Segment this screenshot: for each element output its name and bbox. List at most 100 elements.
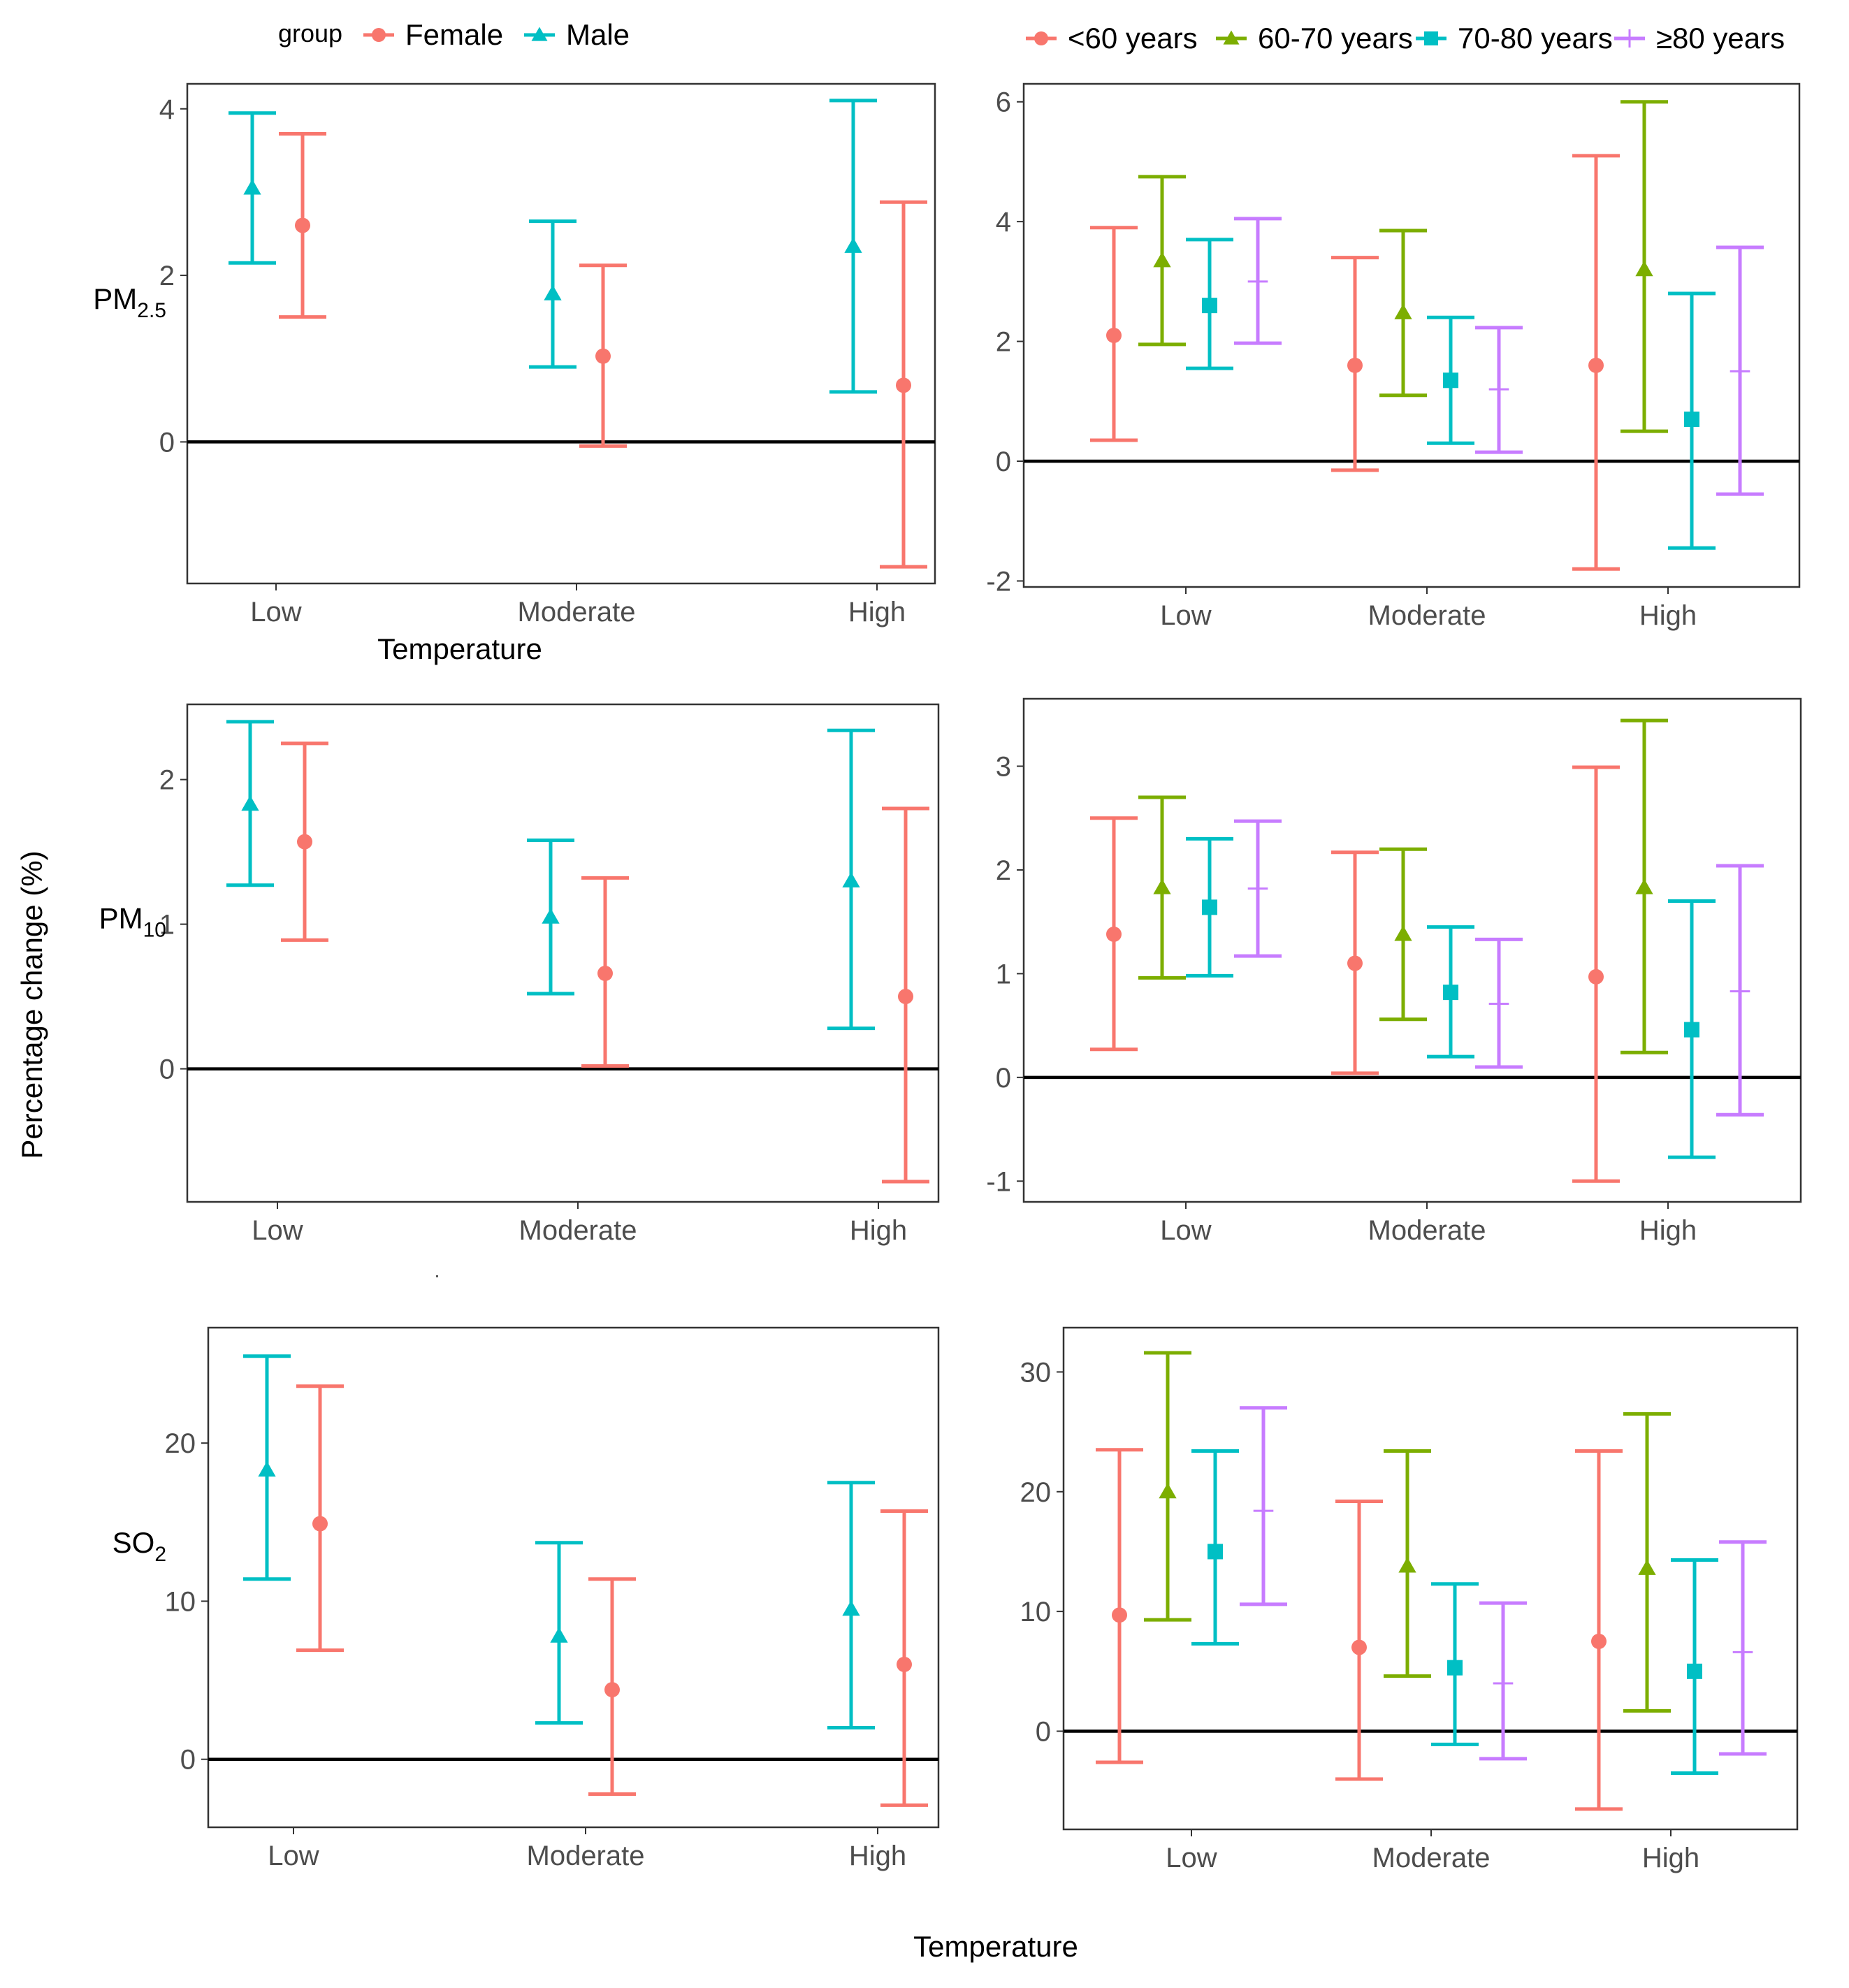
- panel-pm10-age: -1 0 1 2 3 Low Moderate High: [986, 697, 1802, 1246]
- errorbar-lt60-years-moderate: [1335, 1499, 1383, 1781]
- errorbar-60-70-years-high: [1620, 100, 1668, 433]
- errorbar-70-80-years-high: [1671, 1558, 1718, 1775]
- point-estimate: [1112, 1607, 1127, 1623]
- point-estimate: [544, 284, 562, 300]
- point-estimate: [1159, 1483, 1177, 1499]
- series-60-70-years: [1144, 1351, 1671, 1713]
- legend-key-triangle: [531, 27, 548, 41]
- point-estimate: [1394, 303, 1412, 319]
- point-estimate: [898, 989, 913, 1005]
- legend-label: <60 years: [1068, 22, 1198, 55]
- pollutant-label: PM2.5: [93, 282, 166, 322]
- series-60-70-years: [1138, 718, 1668, 1054]
- y-tick-label: 2: [996, 327, 1011, 358]
- panel-frame: [186, 82, 936, 585]
- x-tick-label: Moderate: [518, 597, 636, 627]
- point-estimate: [542, 908, 560, 924]
- series-lt60-years: [1090, 154, 1620, 571]
- point-estimate: [842, 871, 860, 887]
- x-tick-label: High: [1642, 1843, 1699, 1873]
- errorbar-female-low: [279, 132, 326, 319]
- point-estimate: [1106, 926, 1122, 942]
- point-estimate: [1730, 981, 1750, 1001]
- point-estimate: [595, 348, 611, 364]
- point-estimate: [1202, 899, 1217, 915]
- point-estimate: [1443, 985, 1458, 1001]
- series-ge80-years: [1234, 819, 1764, 1117]
- errorbar-female-moderate: [588, 1577, 636, 1796]
- pollutant-label-sub: 10: [143, 918, 166, 941]
- errorbar-60-70-years-high: [1623, 1412, 1671, 1713]
- errorbar-lt60-years-low: [1096, 1448, 1143, 1764]
- point-estimate: [1394, 925, 1412, 941]
- legend-label: Male: [566, 18, 630, 51]
- y-tick-label: 10: [1020, 1597, 1052, 1627]
- series-ge80-years: [1234, 217, 1764, 496]
- x-tick-label: High: [849, 1841, 906, 1871]
- series-male: [229, 99, 877, 394]
- series-male: [243, 1354, 875, 1729]
- point-estimate: [1488, 379, 1509, 400]
- errorbar-ge80-years-moderate: [1479, 1601, 1527, 1761]
- series-lt60-years: [1090, 765, 1620, 1183]
- errorbar-70-80-years-high: [1668, 291, 1716, 550]
- x-tick-label: Low: [1160, 600, 1211, 631]
- y-tick-label: 20: [1020, 1477, 1052, 1508]
- legend-item-female: Female: [363, 18, 503, 51]
- series-70-80-years: [1191, 1449, 1718, 1775]
- errorbar-60-70-years-moderate: [1379, 228, 1427, 398]
- y-tick-label: 0: [1036, 1716, 1051, 1747]
- point-estimate: [241, 795, 259, 811]
- errorbar-70-80-years-moderate: [1427, 925, 1474, 1059]
- y-tick-label: 0: [996, 447, 1011, 477]
- point-estimate: [1638, 1559, 1656, 1575]
- series-female: [279, 132, 927, 569]
- y-tick-label: 0: [159, 427, 175, 458]
- legend-item-60-70-years: 60-70 years: [1216, 22, 1413, 55]
- point-estimate: [1347, 955, 1363, 971]
- panel-pm10-sex: 0 1 2 Low Moderate High PM10: [99, 703, 940, 1246]
- errorbar-ge80-years-low: [1234, 819, 1282, 958]
- errorbar-female-low: [296, 1384, 344, 1653]
- pollutant-label-sub: 2: [154, 1543, 166, 1566]
- point-estimate: [1687, 1663, 1702, 1679]
- legend-key-circle: [1034, 31, 1048, 45]
- point-estimate: [597, 965, 613, 981]
- y-tick-label: 10: [165, 1586, 196, 1617]
- errorbar-lt60-years-high: [1572, 765, 1620, 1183]
- pollutant-label-base: SO: [113, 1526, 155, 1559]
- legend-sex-title: group: [278, 19, 342, 48]
- panel-so2-sex: 0 10 20 Low Moderate High SO2: [113, 1326, 940, 1871]
- point-estimate: [550, 1627, 568, 1643]
- x-tick-label: High: [1639, 1215, 1697, 1246]
- errorbar-70-80-years-low: [1186, 238, 1233, 370]
- y-tick-label: -1: [986, 1166, 1011, 1197]
- panel-frame: [186, 703, 940, 1203]
- errorbar-male-low: [226, 720, 274, 887]
- x-tick-label: Moderate: [1368, 600, 1486, 631]
- point-estimate: [243, 179, 261, 195]
- point-estimate: [1153, 878, 1171, 894]
- legend-item-male: Male: [524, 18, 630, 51]
- point-estimate: [1488, 994, 1509, 1014]
- errorbar-lt60-years-moderate: [1331, 256, 1379, 472]
- point-estimate: [1443, 372, 1458, 389]
- errorbar-60-70-years-low: [1144, 1351, 1191, 1622]
- legend-key-plus: [1620, 29, 1639, 48]
- point-estimate: [1684, 412, 1699, 427]
- y-tick-label: 6: [996, 87, 1011, 118]
- legend-label: 70-80 years: [1458, 22, 1613, 55]
- errorbar-60-70-years-low: [1138, 795, 1186, 980]
- point-estimate: [897, 1656, 912, 1672]
- errorbar-ge80-years-moderate: [1475, 937, 1523, 1069]
- x-tick-label: High: [1639, 600, 1697, 631]
- point-estimate: [1208, 1544, 1223, 1560]
- errorbar-ge80-years-low: [1234, 217, 1282, 345]
- errorbar-ge80-years-high: [1716, 864, 1764, 1117]
- errorbar-lt60-years-low: [1090, 816, 1138, 1052]
- errorbar-ge80-years-high: [1716, 245, 1764, 496]
- y-tick-label: 2: [159, 765, 175, 796]
- stray-mark: [436, 1275, 438, 1277]
- errorbar-70-80-years-moderate: [1431, 1582, 1479, 1746]
